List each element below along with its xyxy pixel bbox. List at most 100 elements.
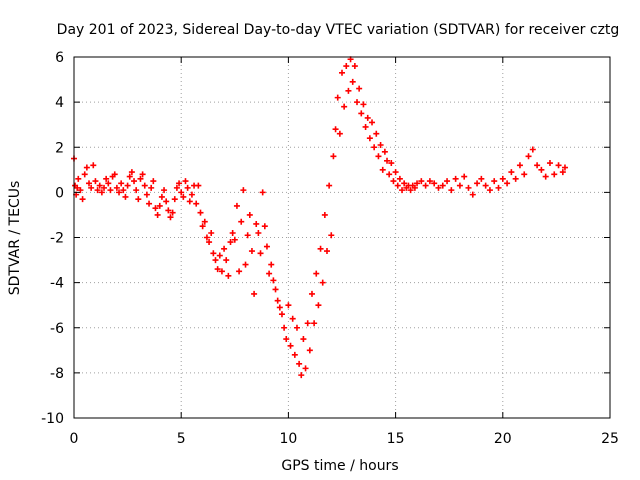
data-point bbox=[238, 218, 245, 225]
data-point bbox=[135, 196, 142, 203]
data-point bbox=[431, 180, 438, 187]
data-point bbox=[223, 257, 230, 264]
data-point bbox=[137, 175, 144, 182]
data-point bbox=[184, 184, 191, 191]
y-tick-label: 4 bbox=[55, 95, 64, 111]
data-point bbox=[364, 114, 371, 121]
data-point bbox=[465, 184, 472, 191]
data-point bbox=[448, 187, 455, 194]
x-tick-label: 15 bbox=[387, 431, 405, 447]
data-point bbox=[206, 239, 213, 246]
data-point bbox=[90, 162, 97, 169]
data-point bbox=[231, 236, 238, 243]
data-point bbox=[366, 135, 373, 142]
chart-title: Day 201 of 2023, Sidereal Day-to-day VTE… bbox=[57, 22, 620, 38]
data-point bbox=[330, 153, 337, 160]
data-point bbox=[199, 223, 206, 230]
data-point bbox=[426, 178, 433, 185]
data-point bbox=[379, 166, 386, 173]
data-point bbox=[88, 184, 95, 191]
data-point bbox=[317, 245, 324, 252]
data-point bbox=[315, 302, 322, 309]
data-point bbox=[173, 184, 180, 191]
data-point bbox=[422, 182, 429, 189]
data-point bbox=[343, 63, 350, 70]
y-tick-label: -8 bbox=[50, 366, 64, 382]
data-point bbox=[444, 178, 451, 185]
data-point bbox=[334, 94, 341, 101]
data-point bbox=[349, 78, 356, 85]
data-point bbox=[94, 187, 101, 194]
data-point bbox=[240, 187, 247, 194]
data-point bbox=[486, 187, 493, 194]
data-point bbox=[439, 182, 446, 189]
data-point bbox=[388, 160, 395, 167]
data-point bbox=[369, 119, 376, 126]
data-point bbox=[116, 189, 123, 196]
data-point bbox=[313, 270, 320, 277]
data-point bbox=[508, 169, 515, 176]
data-point bbox=[236, 268, 243, 275]
x-tick-label: 0 bbox=[70, 431, 79, 447]
x-axis-label: GPS time / hours bbox=[281, 458, 398, 474]
data-point bbox=[452, 175, 459, 182]
data-point bbox=[274, 297, 281, 304]
data-point bbox=[559, 169, 566, 176]
data-point bbox=[126, 173, 133, 180]
data-point bbox=[214, 266, 221, 273]
data-point bbox=[92, 178, 99, 185]
data-point bbox=[345, 87, 352, 94]
data-point bbox=[253, 220, 260, 227]
data-point bbox=[133, 187, 140, 194]
data-point bbox=[304, 320, 311, 327]
data-point bbox=[113, 184, 120, 191]
data-point bbox=[261, 223, 268, 230]
data-point bbox=[321, 211, 328, 218]
data-point bbox=[98, 189, 105, 196]
data-point bbox=[263, 243, 270, 250]
data-point bbox=[83, 164, 90, 171]
data-point bbox=[131, 178, 138, 185]
data-point bbox=[529, 146, 536, 153]
data-point bbox=[101, 184, 108, 191]
data-point bbox=[163, 198, 170, 205]
data-point bbox=[287, 342, 294, 349]
data-point bbox=[242, 261, 249, 268]
grid bbox=[74, 57, 610, 418]
data-point bbox=[248, 248, 255, 255]
data-point bbox=[218, 268, 225, 275]
data-point bbox=[180, 193, 187, 200]
data-point bbox=[81, 171, 88, 178]
data-point bbox=[270, 277, 277, 284]
data-point bbox=[105, 180, 112, 187]
y-tick-label: 0 bbox=[55, 185, 64, 201]
data-point bbox=[351, 63, 358, 70]
data-point bbox=[328, 232, 335, 239]
data-point bbox=[165, 207, 172, 214]
data-point bbox=[360, 101, 367, 108]
data-point bbox=[534, 162, 541, 169]
data-point bbox=[154, 211, 161, 218]
y-tick-label: 2 bbox=[55, 140, 64, 156]
x-tick-label: 5 bbox=[177, 431, 186, 447]
data-point bbox=[276, 304, 283, 311]
data-point bbox=[354, 99, 361, 106]
data-point bbox=[255, 229, 262, 236]
data-point bbox=[118, 180, 125, 187]
data-point bbox=[221, 245, 228, 252]
data-point bbox=[208, 229, 215, 236]
data-point bbox=[111, 171, 118, 178]
data-point bbox=[394, 182, 401, 189]
y-tick-label: -6 bbox=[50, 321, 64, 337]
data-point bbox=[396, 175, 403, 182]
x-tick-label: 20 bbox=[494, 431, 512, 447]
data-point bbox=[512, 175, 519, 182]
data-point bbox=[371, 144, 378, 151]
data-point bbox=[233, 202, 240, 209]
data-point bbox=[257, 250, 264, 257]
data-point bbox=[203, 234, 210, 241]
data-point bbox=[77, 187, 84, 194]
data-point bbox=[152, 205, 159, 212]
data-point bbox=[401, 180, 408, 187]
data-point bbox=[339, 69, 345, 76]
